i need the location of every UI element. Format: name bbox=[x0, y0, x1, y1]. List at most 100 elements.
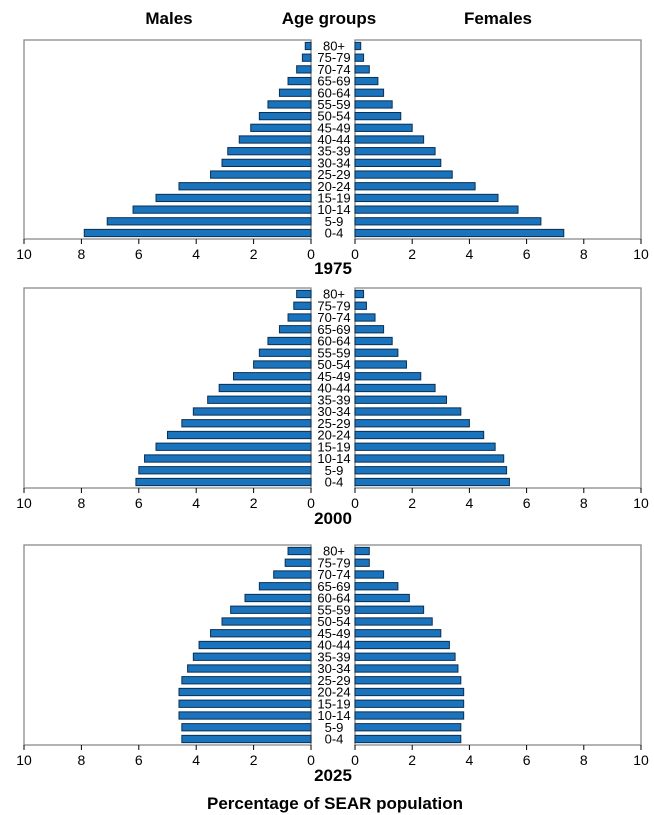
year-title: 2025 bbox=[314, 766, 352, 785]
pyramid-2025: 80+75-7970-7465-6960-6455-5950-5445-4940… bbox=[16, 544, 649, 786]
x-tick-label-females: 10 bbox=[633, 495, 649, 511]
bar-female-40-44 bbox=[354, 640, 450, 650]
age-label: 55-59 bbox=[317, 345, 350, 360]
age-label: 0-4 bbox=[325, 226, 344, 241]
bar-female-10-14 bbox=[354, 205, 519, 214]
age-label: 80+ bbox=[323, 39, 345, 54]
bar-female-15-19 bbox=[354, 699, 465, 708]
x-tick-label-males: 2 bbox=[250, 246, 258, 262]
bar-female-70-74 bbox=[354, 65, 370, 74]
bar-male-30-34 bbox=[192, 407, 312, 416]
bar-male-50-54 bbox=[258, 112, 312, 121]
bar-male-15-19 bbox=[155, 442, 312, 451]
x-tick-label-females: 4 bbox=[466, 246, 474, 262]
bar-female-0-4 bbox=[354, 228, 565, 238]
bar-male-40-44 bbox=[218, 383, 312, 393]
age-label: 15-19 bbox=[317, 696, 350, 711]
bar-female-55-59 bbox=[354, 348, 399, 357]
bar-female-15-19 bbox=[354, 193, 499, 203]
bar-male-10-14 bbox=[144, 454, 312, 463]
bar-male-55-59 bbox=[267, 100, 312, 109]
bar-female-30-34 bbox=[354, 664, 459, 673]
age-label: 25-29 bbox=[317, 416, 350, 431]
bar-male-50-54 bbox=[253, 360, 312, 369]
age-label: 50-54 bbox=[317, 357, 350, 372]
age-label: 35-39 bbox=[317, 392, 350, 407]
bar-male-75-79 bbox=[284, 558, 312, 567]
age-label: 20-24 bbox=[317, 685, 350, 700]
bar-female-25-29 bbox=[354, 170, 453, 179]
x-tick-label-females: 4 bbox=[466, 752, 474, 768]
x-axis-title: Percentage of SEAR population bbox=[207, 794, 463, 813]
bar-female-10-14 bbox=[354, 454, 505, 463]
bar-male-20-24 bbox=[178, 687, 312, 697]
age-label: 75-79 bbox=[317, 50, 350, 65]
bar-female-75-79 bbox=[354, 558, 370, 567]
bar-male-0-4 bbox=[135, 477, 312, 487]
age-label: 70-74 bbox=[317, 310, 350, 325]
x-tick-label-males: 10 bbox=[16, 752, 32, 768]
bar-male-75-79 bbox=[293, 301, 312, 310]
age-label: 5-9 bbox=[325, 720, 344, 735]
pyramid-2000: 80+75-7970-7465-6960-6455-5950-5445-4940… bbox=[16, 287, 649, 529]
x-tick-label-females: 6 bbox=[523, 752, 531, 768]
bar-male-45-49 bbox=[233, 372, 312, 381]
age-label: 75-79 bbox=[317, 555, 350, 570]
x-tick-label-males: 2 bbox=[250, 752, 258, 768]
bar-male-70-74 bbox=[287, 313, 312, 322]
bar-male-60-64 bbox=[267, 336, 312, 346]
bar-female-50-54 bbox=[354, 112, 402, 121]
bar-male-25-29 bbox=[181, 676, 312, 685]
x-tick-label-males: 4 bbox=[192, 495, 200, 511]
bar-female-50-54 bbox=[354, 360, 407, 369]
age-label: 10-14 bbox=[317, 202, 350, 217]
x-tick-label-males: 6 bbox=[135, 495, 143, 511]
x-tick-label-females: 2 bbox=[408, 752, 416, 768]
bar-female-5-9 bbox=[354, 723, 462, 732]
x-tick-label-males: 2 bbox=[250, 495, 258, 511]
x-tick-label-females: 8 bbox=[580, 246, 588, 262]
bar-female-80+ bbox=[354, 289, 365, 299]
x-tick-label-females: 0 bbox=[351, 246, 359, 262]
age-label: 40-44 bbox=[317, 132, 350, 147]
bar-female-30-34 bbox=[354, 158, 442, 167]
age-label: 5-9 bbox=[325, 214, 344, 229]
age-label: 45-49 bbox=[317, 369, 350, 384]
bar-female-65-69 bbox=[354, 325, 385, 334]
x-tick-label-females: 6 bbox=[523, 495, 531, 511]
bar-male-5-9 bbox=[181, 723, 312, 732]
bar-male-60-64 bbox=[278, 88, 312, 97]
age-label: 0-4 bbox=[325, 732, 344, 747]
bar-female-70-74 bbox=[354, 570, 385, 579]
year-title: 1975 bbox=[314, 259, 352, 278]
age-label: 15-19 bbox=[317, 190, 350, 205]
bar-male-80+ bbox=[304, 41, 312, 51]
bar-male-25-29 bbox=[210, 170, 312, 179]
age-label: 70-74 bbox=[317, 62, 350, 77]
bar-male-30-34 bbox=[187, 664, 312, 673]
bar-male-15-19 bbox=[178, 699, 312, 708]
age-label: 60-64 bbox=[317, 334, 350, 349]
bar-male-30-34 bbox=[221, 158, 312, 167]
bar-male-65-69 bbox=[287, 76, 312, 86]
x-tick-label-males: 8 bbox=[78, 495, 86, 511]
x-tick-label-females: 10 bbox=[633, 752, 649, 768]
bar-male-55-59 bbox=[230, 605, 312, 614]
bar-female-40-44 bbox=[354, 383, 436, 393]
x-tick-label-males: 8 bbox=[78, 752, 86, 768]
x-tick-label-females: 8 bbox=[580, 495, 588, 511]
bar-male-25-29 bbox=[181, 419, 312, 428]
x-tick-label-males: 0 bbox=[307, 495, 315, 511]
age-label: 10-14 bbox=[317, 708, 350, 723]
age-label: 30-34 bbox=[317, 155, 350, 170]
age-label: 40-44 bbox=[317, 381, 350, 396]
bar-male-5-9 bbox=[106, 217, 312, 226]
females-header: Females bbox=[464, 9, 532, 28]
age-label: 25-29 bbox=[317, 167, 350, 182]
bar-male-20-24 bbox=[167, 430, 312, 440]
bar-female-60-64 bbox=[354, 88, 385, 97]
bar-male-45-49 bbox=[210, 629, 312, 638]
x-tick-label-males: 8 bbox=[78, 246, 86, 262]
x-tick-label-males: 0 bbox=[307, 752, 315, 768]
